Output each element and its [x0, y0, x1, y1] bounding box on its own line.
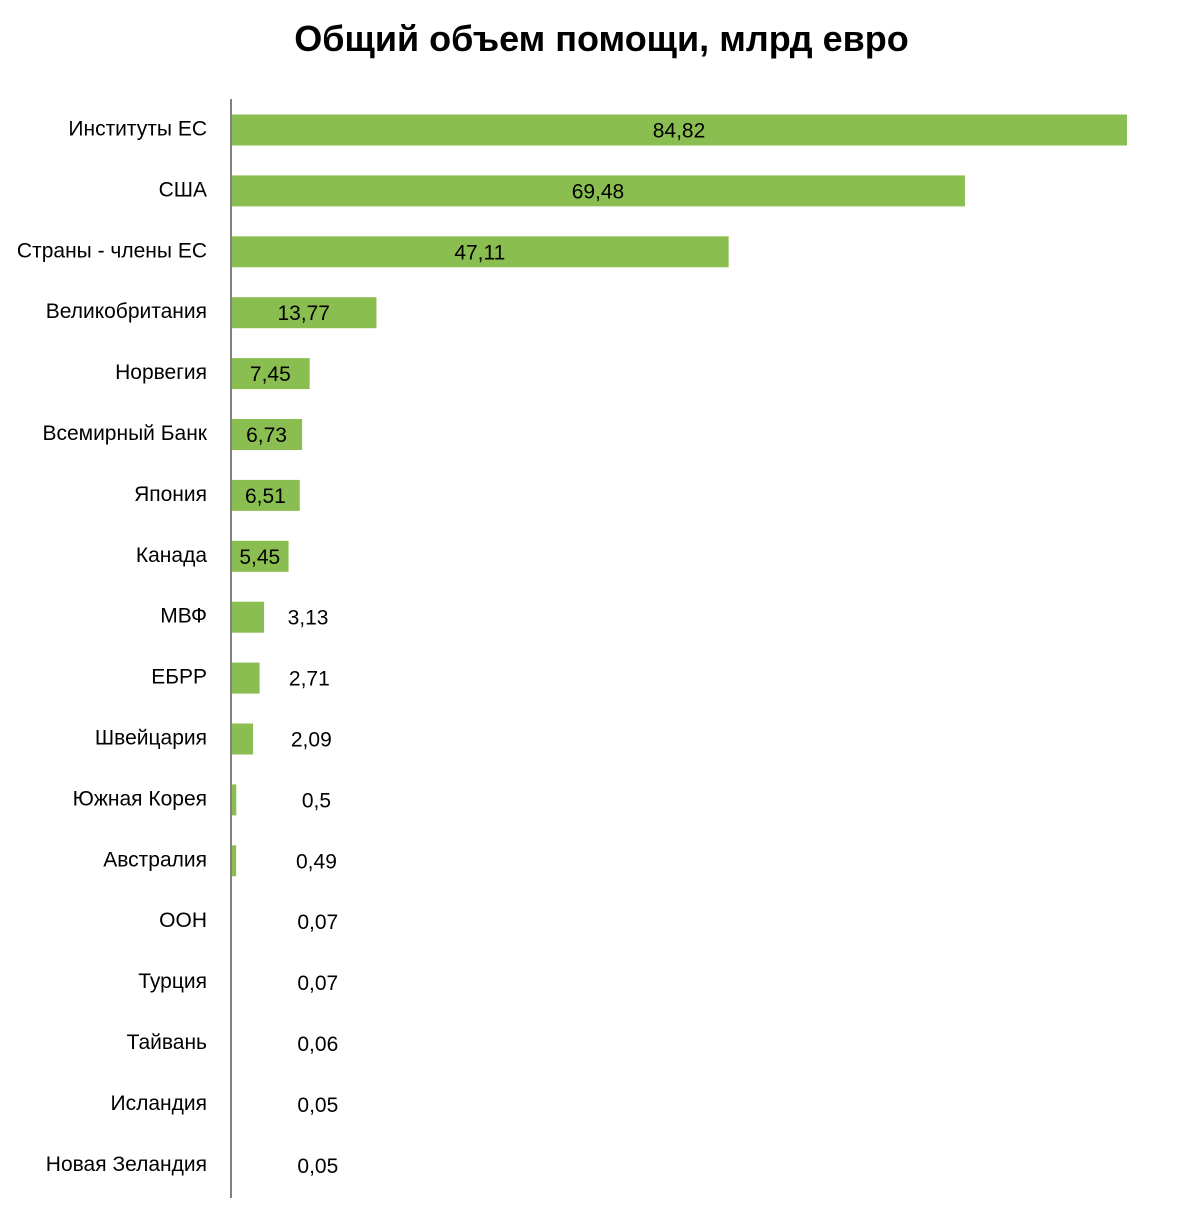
category-label: Всемирный Банк [42, 422, 207, 445]
category-label: Институты ЕС [68, 118, 207, 141]
category-label: Япония [134, 483, 207, 506]
data-label: 6,73 [246, 424, 287, 447]
bar [231, 784, 237, 816]
data-label: 0,49 [296, 850, 337, 873]
data-label: 2,71 [289, 668, 330, 691]
data-label: 7,45 [250, 363, 291, 386]
bar [231, 540, 289, 572]
category-label: ООН [159, 909, 207, 932]
chart-title: Общий объем помощи, млрд евро [294, 18, 909, 59]
data-label: 2,09 [291, 729, 332, 752]
bar [231, 114, 1127, 146]
data-label: 13,77 [277, 302, 330, 325]
category-label: МВФ [160, 605, 207, 628]
category-label: Австралия [103, 848, 207, 871]
bar [231, 845, 237, 877]
data-label: 84,82 [653, 120, 706, 143]
data-label: 0,07 [297, 972, 338, 995]
bar [231, 662, 260, 694]
category-label: ЕБРР [151, 666, 207, 689]
bar [231, 175, 965, 207]
bar [231, 601, 265, 633]
data-label: 0,05 [297, 1094, 338, 1117]
data-label: 0,05 [297, 1155, 338, 1178]
data-label: 0,07 [297, 911, 338, 934]
data-label: 5,45 [239, 546, 280, 569]
data-label: 6,51 [245, 485, 286, 508]
category-label: Новая Зеландия [46, 1153, 207, 1176]
category-label: Тайвань [127, 1031, 207, 1054]
category-label: Великобритания [46, 300, 207, 323]
bar [231, 297, 377, 329]
bar [231, 236, 729, 268]
bars-layer [231, 114, 1127, 1181]
bar [231, 723, 254, 755]
data-label: 47,11 [454, 241, 505, 264]
category-label: Южная Корея [73, 787, 207, 810]
category-label: Швейцария [95, 727, 207, 750]
category-label: Турция [138, 970, 207, 993]
data-label: 0,06 [297, 1033, 338, 1056]
data-label: 69,48 [572, 180, 625, 203]
bar [231, 419, 303, 450]
data-label: 3,13 [288, 607, 329, 630]
category-label: Канада [136, 544, 207, 567]
data-label: 0,5 [302, 789, 331, 812]
category-label: Норвегия [115, 361, 207, 384]
bar [231, 479, 300, 511]
category-label: США [159, 178, 207, 201]
labels-layer: Институты ЕС 84,82 США 69,48 Страны - члены … [17, 118, 705, 1178]
bar [231, 358, 310, 390]
category-label: Исландия [111, 1092, 207, 1115]
category-label: Страны - члены ЕС [17, 239, 207, 262]
